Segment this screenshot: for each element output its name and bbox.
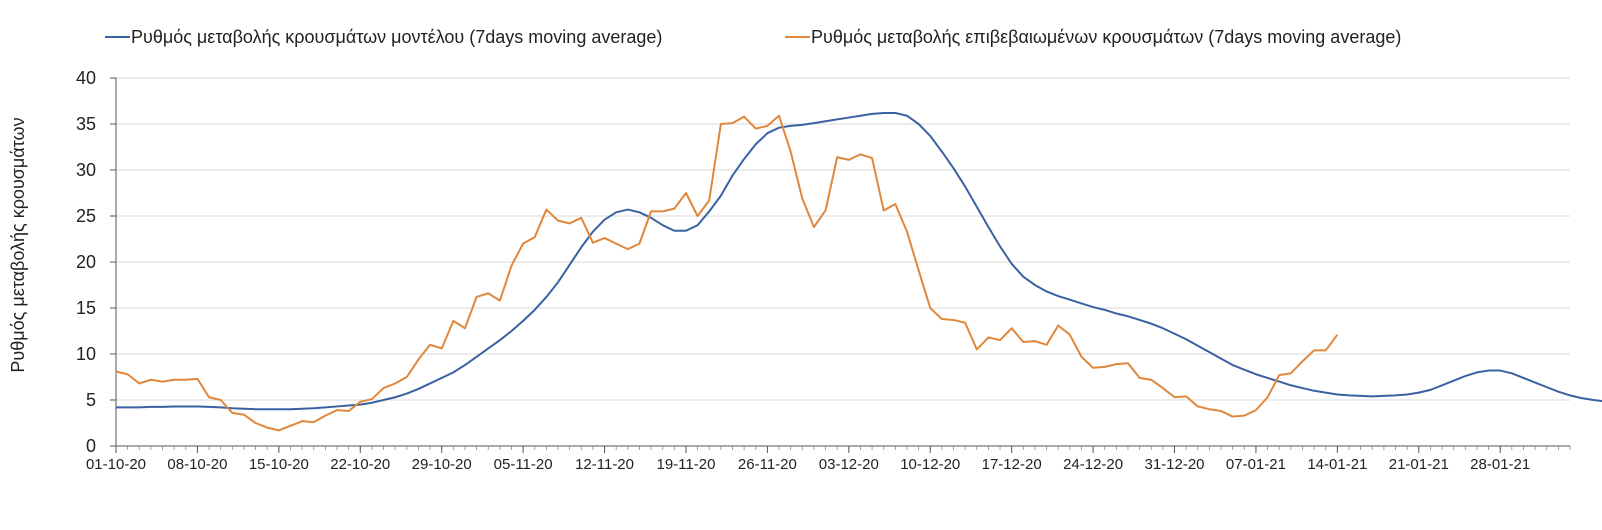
y-tick-label: 30 (76, 160, 96, 180)
series-lines (115, 111, 1602, 432)
x-tick-label: 12-11-20 (575, 456, 634, 473)
y-tick-label: 0 (86, 436, 96, 456)
legend: Ρυθμός μεταβολής κρουσμάτων μοντέλου (7d… (105, 27, 1401, 47)
legend-label-confirmed: Ρυθμός μεταβολής επιβεβαιωμένων κρουσμάτ… (811, 27, 1401, 47)
x-tick-label: 24-12-20 (1063, 456, 1123, 473)
x-tick-label: 15-10-20 (249, 456, 309, 473)
x-tick-labels: 01-10-20 08-10-20 15-10-20 22-10-20 29-10-20… (86, 456, 1530, 473)
y-tick-label: 25 (76, 206, 96, 226)
axes (110, 77, 1571, 453)
x-tick-label: 03-12-20 (819, 456, 879, 473)
y-tick-label: 20 (76, 252, 96, 272)
y-tick-label: 10 (76, 344, 96, 364)
y-axis-label: Ρυθμός μεταβολής κρουσμάτων (8, 117, 28, 372)
x-tick-label: 07-01-21 (1226, 456, 1286, 473)
x-tick-label: 01-10-20 (86, 456, 146, 473)
gridlines (116, 77, 1570, 401)
legend-label-model: Ρυθμός μεταβολής κρουσμάτων μοντέλου (7d… (131, 27, 662, 47)
x-tick-label: 28-01-21 (1470, 456, 1530, 473)
series-line-1 (115, 114, 1339, 432)
x-tick-label: 19-11-20 (656, 456, 715, 473)
x-tick-label: 31-12-20 (1144, 456, 1204, 473)
y-tick-label: 40 (76, 68, 96, 88)
x-tick-label: 21-01-21 (1389, 456, 1449, 473)
x-tick-label: 17-12-20 (982, 456, 1042, 473)
x-tick-label: 10-12-20 (900, 456, 960, 473)
x-tick-label: 22-10-20 (330, 456, 390, 473)
x-tick-label: 29-10-20 (412, 456, 472, 473)
y-tick-label: 5 (86, 390, 96, 410)
y-tick-label: 35 (76, 114, 96, 134)
x-tick-label: 08-10-20 (167, 456, 227, 473)
x-tick-label: 05-11-20 (494, 456, 553, 473)
y-tick-label: 15 (76, 298, 96, 318)
x-tick-label: 26-11-20 (738, 456, 797, 473)
y-tick-labels: 0 5 10 15 20 25 30 35 40 (76, 68, 96, 456)
x-tick-label: 14-01-21 (1307, 456, 1367, 473)
series-line-0 (116, 111, 1602, 411)
